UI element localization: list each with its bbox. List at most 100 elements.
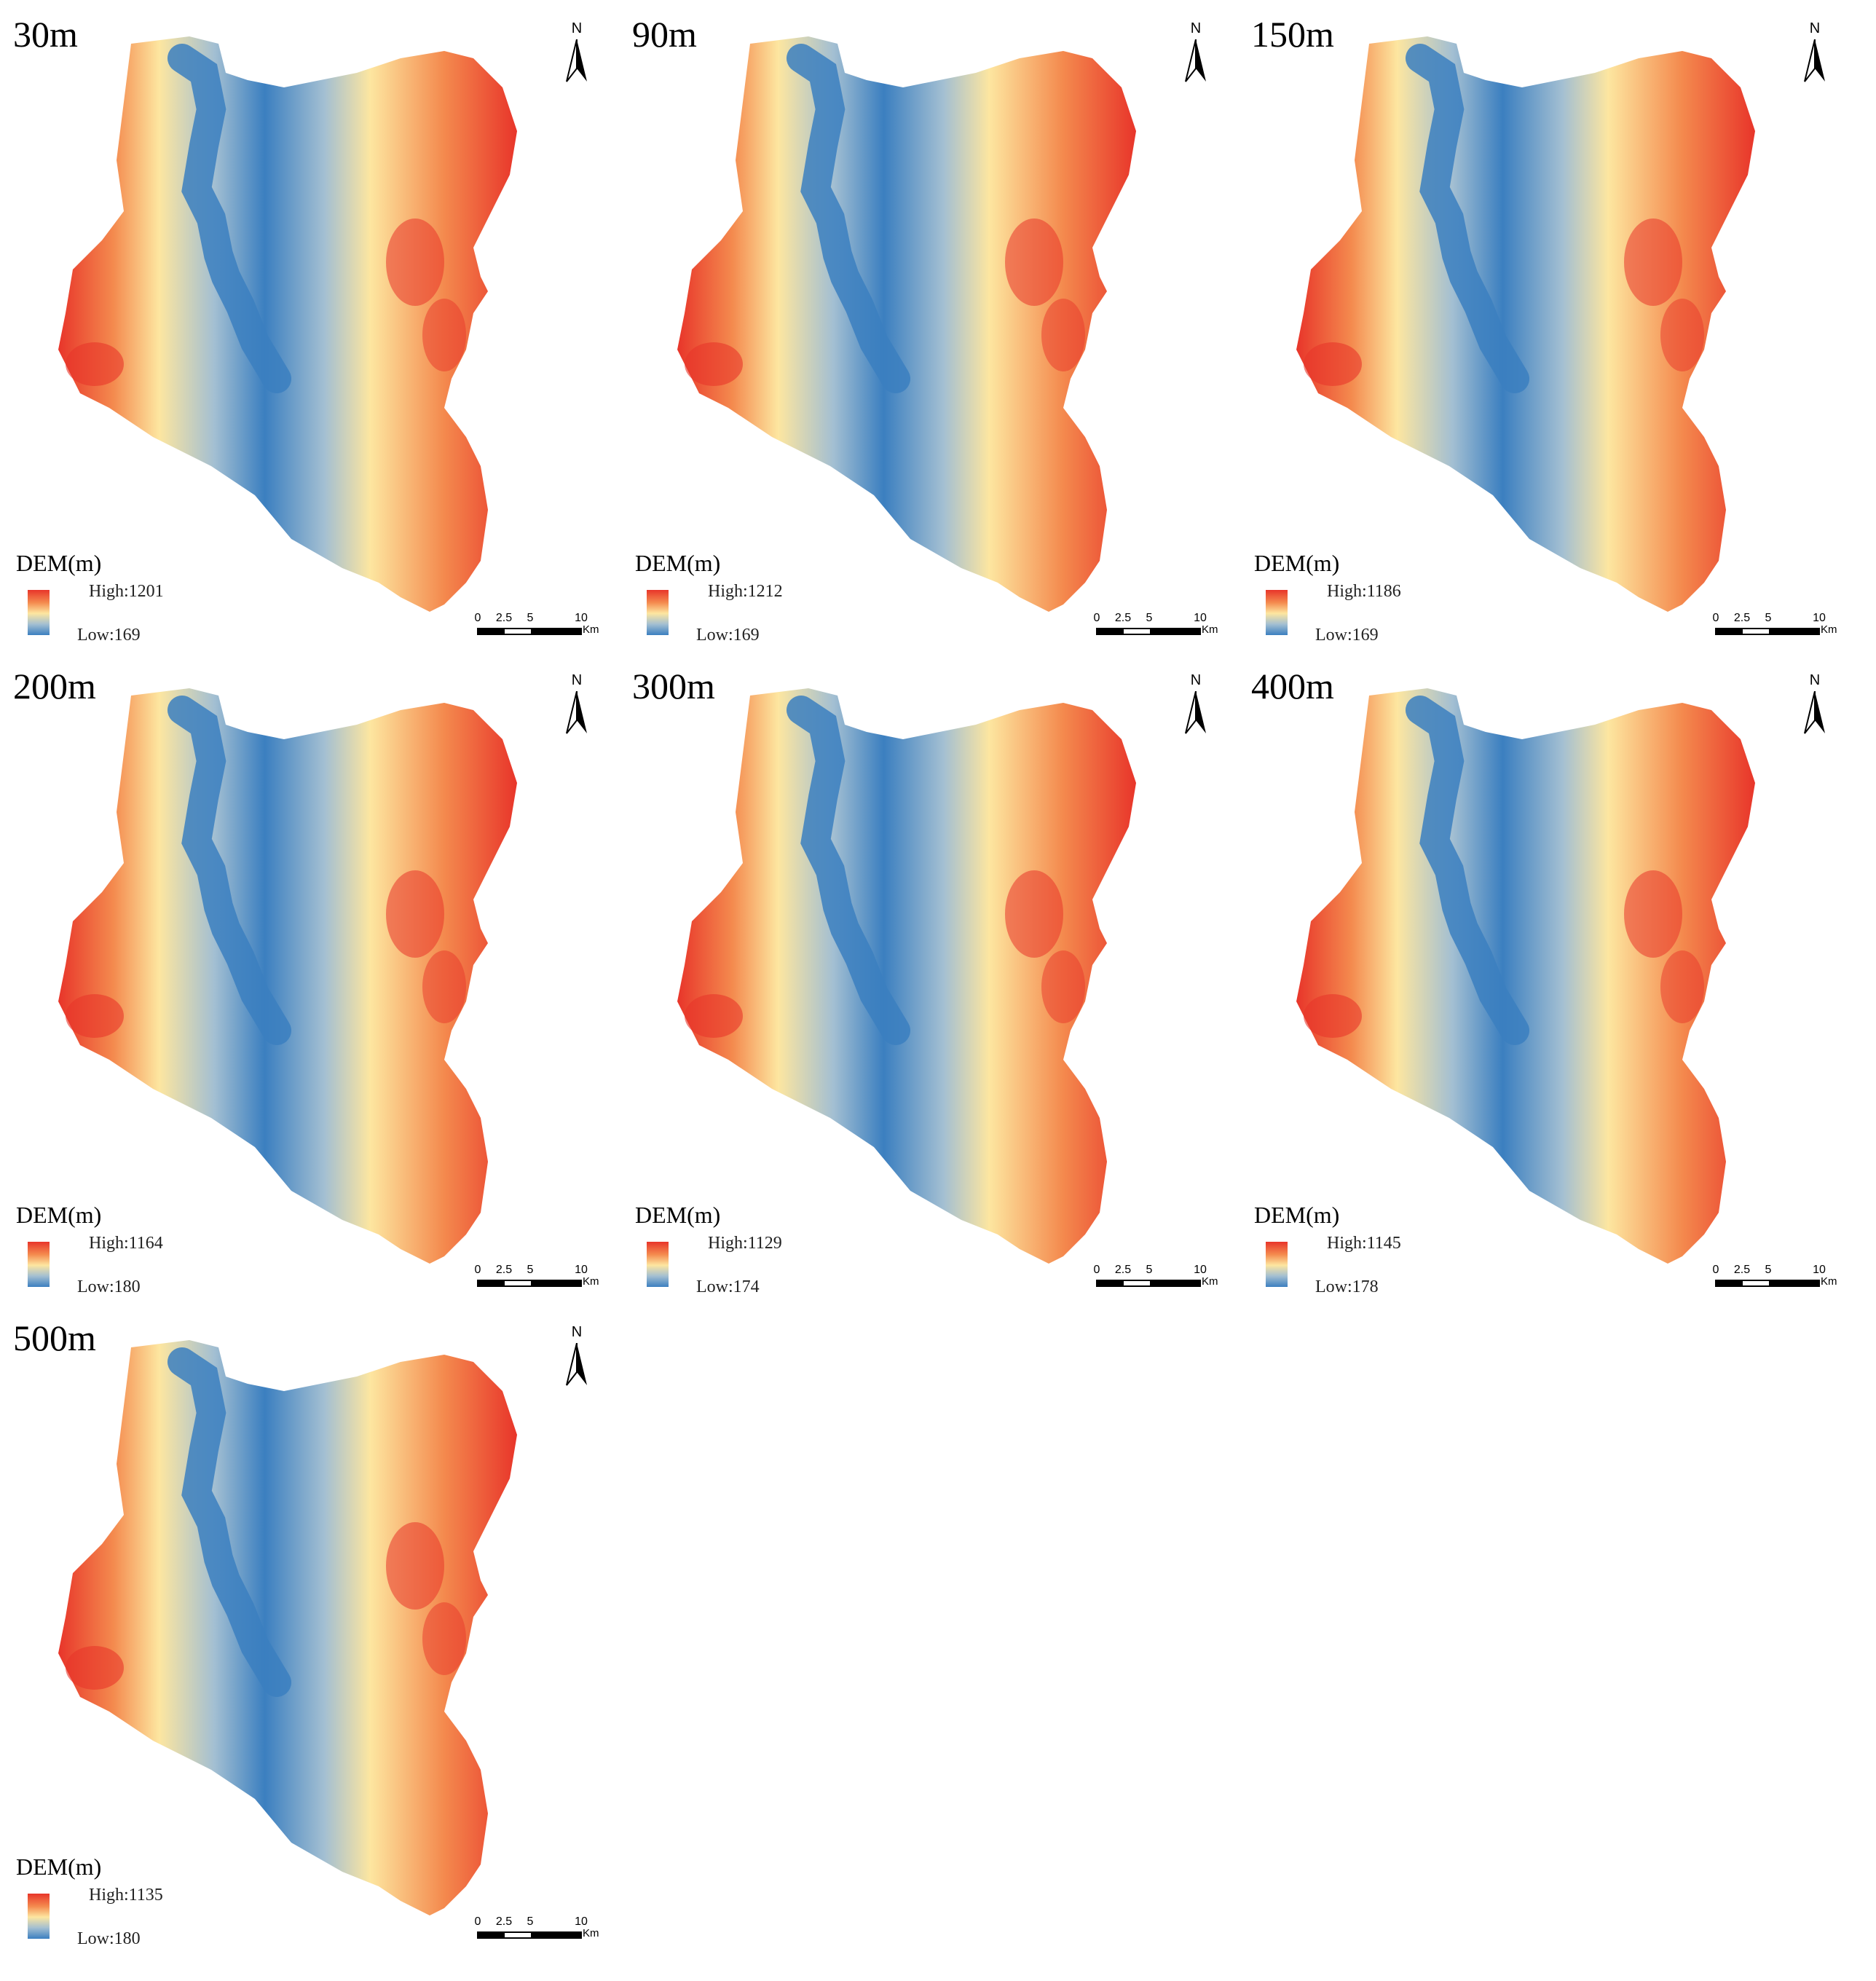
scale-tick: 5 <box>527 1915 534 1928</box>
scale-tick: 5 <box>527 1264 534 1276</box>
legend-high: High:1212 <box>708 582 783 601</box>
scale-tick: 10 <box>1813 612 1826 624</box>
legend-title: DEM(m) <box>16 1202 102 1228</box>
legend: DEM(m) High:1129 Low:174 <box>635 1202 854 1296</box>
scale-unit: Km <box>583 1927 599 1939</box>
scale-bar: 0 2.5 5 10 Km <box>452 1915 599 1945</box>
scale-tick: 2.5 <box>1733 1264 1751 1276</box>
dem-map <box>36 681 590 1293</box>
legend-low: Low:169 <box>1315 626 1379 645</box>
legend-color-ramp <box>1266 590 1288 635</box>
scale-tick: 10 <box>1194 612 1207 624</box>
scale-tick: 2.5 <box>495 612 513 624</box>
dem-map <box>1274 681 1828 1293</box>
north-arrow-icon: N <box>1799 672 1831 738</box>
legend-high: High:1129 <box>708 1234 782 1253</box>
legend-low: Low:178 <box>1315 1277 1379 1296</box>
dem-panel-300m: 300m N DEM(m) High:1129 Low:174 0 2.5 5 … <box>619 652 1231 1296</box>
legend-color-ramp <box>1266 1242 1288 1287</box>
scale-tick: 5 <box>1765 1264 1772 1276</box>
panel-title: 90m <box>632 14 697 55</box>
scale-bar: 0 2.5 5 10 Km <box>1071 612 1218 641</box>
legend: DEM(m) High:1135 Low:180 <box>16 1854 234 1948</box>
scale-unit: Km <box>1202 623 1218 636</box>
dem-map <box>36 1333 590 1945</box>
scale-bar: 0 2.5 5 10 Km <box>1690 612 1837 641</box>
legend-low: Low:169 <box>77 626 141 645</box>
scale-tick: 0 <box>474 612 481 624</box>
legend-high: High:1164 <box>89 1234 163 1253</box>
scale-unit: Km <box>1821 623 1837 636</box>
legend-title: DEM(m) <box>1254 550 1340 576</box>
north-arrow-icon: N <box>1180 672 1212 738</box>
dem-panel-150m: 150m N DEM(m) High:1186 Low:169 0 2.5 5 … <box>1238 0 1850 645</box>
scale-tick: 2.5 <box>1733 612 1751 624</box>
legend: DEM(m) High:1145 Low:178 <box>1254 1202 1473 1296</box>
scale-bar: 0 2.5 5 10 Km <box>452 612 599 641</box>
north-letter: N <box>571 20 583 36</box>
scale-tick: 5 <box>1765 612 1772 624</box>
scale-tick: 0 <box>1712 612 1719 624</box>
scale-tick: 2.5 <box>495 1264 513 1276</box>
scale-tick: 10 <box>1813 1264 1826 1276</box>
scale-unit: Km <box>583 623 599 636</box>
legend-color-ramp <box>28 1894 50 1939</box>
scale-bar: 0 2.5 5 10 Km <box>1690 1264 1837 1293</box>
scale-tick: 10 <box>575 1915 588 1928</box>
scale-tick: 2.5 <box>1114 612 1132 624</box>
legend-color-ramp <box>647 590 669 635</box>
legend-color-ramp <box>28 1242 50 1287</box>
scale-tick: 5 <box>1146 1264 1153 1276</box>
dem-panel-90m: 90m N DEM(m) High:1212 Low:169 0 2.5 5 1… <box>619 0 1231 645</box>
legend-high: High:1201 <box>89 582 164 601</box>
north-arrow-icon: N <box>1180 20 1212 86</box>
scale-tick: 5 <box>1146 612 1153 624</box>
panel-title: 150m <box>1251 14 1334 55</box>
panel-title: 400m <box>1251 666 1334 706</box>
legend: DEM(m) High:1186 Low:169 <box>1254 550 1473 645</box>
legend: DEM(m) High:1201 Low:169 <box>16 550 234 645</box>
dem-panel-400m: 400m N DEM(m) High:1145 Low:178 0 2.5 5 … <box>1238 652 1850 1296</box>
north-arrow-icon: N <box>561 20 593 86</box>
scale-tick: 0 <box>1093 612 1100 624</box>
scale-tick: 0 <box>474 1264 481 1276</box>
scale-tick: 0 <box>1093 1264 1100 1276</box>
scale-tick: 5 <box>527 612 534 624</box>
north-arrow-icon: N <box>1799 20 1831 86</box>
legend-color-ramp <box>28 590 50 635</box>
legend-low: Low:174 <box>696 1277 760 1296</box>
legend: DEM(m) High:1212 Low:169 <box>635 550 854 645</box>
legend-low: Low:169 <box>696 626 760 645</box>
north-letter: N <box>571 1324 583 1340</box>
scale-tick: 2.5 <box>495 1915 513 1928</box>
north-arrow-icon: N <box>561 1324 593 1390</box>
legend-title: DEM(m) <box>16 1854 102 1880</box>
north-letter: N <box>1190 672 1202 688</box>
legend-color-ramp <box>647 1242 669 1287</box>
scale-tick: 0 <box>474 1915 481 1928</box>
panel-title: 200m <box>13 666 96 706</box>
north-letter: N <box>1809 20 1821 36</box>
north-letter: N <box>571 672 583 688</box>
scale-bar: 0 2.5 5 10 Km <box>452 1264 599 1293</box>
dem-panel-500m: 500m N DEM(m) High:1135 Low:180 0 2.5 5 … <box>0 1304 612 1948</box>
legend-title: DEM(m) <box>1254 1202 1340 1228</box>
north-letter: N <box>1809 672 1821 688</box>
scale-tick: 2.5 <box>1114 1264 1132 1276</box>
legend-high: High:1135 <box>89 1886 163 1905</box>
panel-title: 30m <box>13 14 78 55</box>
dem-panel-30m: 30m N DEM(m) High:1201 Low:169 0 2.5 5 1… <box>0 0 612 645</box>
north-letter: N <box>1190 20 1202 36</box>
dem-map <box>655 29 1209 641</box>
scale-tick: 10 <box>575 1264 588 1276</box>
scale-unit: Km <box>583 1275 599 1288</box>
legend-title: DEM(m) <box>16 550 102 576</box>
north-arrow-icon: N <box>561 672 593 738</box>
dem-panel-200m: 200m N DEM(m) High:1164 Low:180 0 2.5 5 … <box>0 652 612 1296</box>
panel-title: 300m <box>632 666 715 706</box>
dem-map <box>655 681 1209 1293</box>
scale-tick: 10 <box>575 612 588 624</box>
scale-unit: Km <box>1202 1275 1218 1288</box>
legend-high: High:1186 <box>1327 582 1401 601</box>
legend-title: DEM(m) <box>635 1202 721 1228</box>
